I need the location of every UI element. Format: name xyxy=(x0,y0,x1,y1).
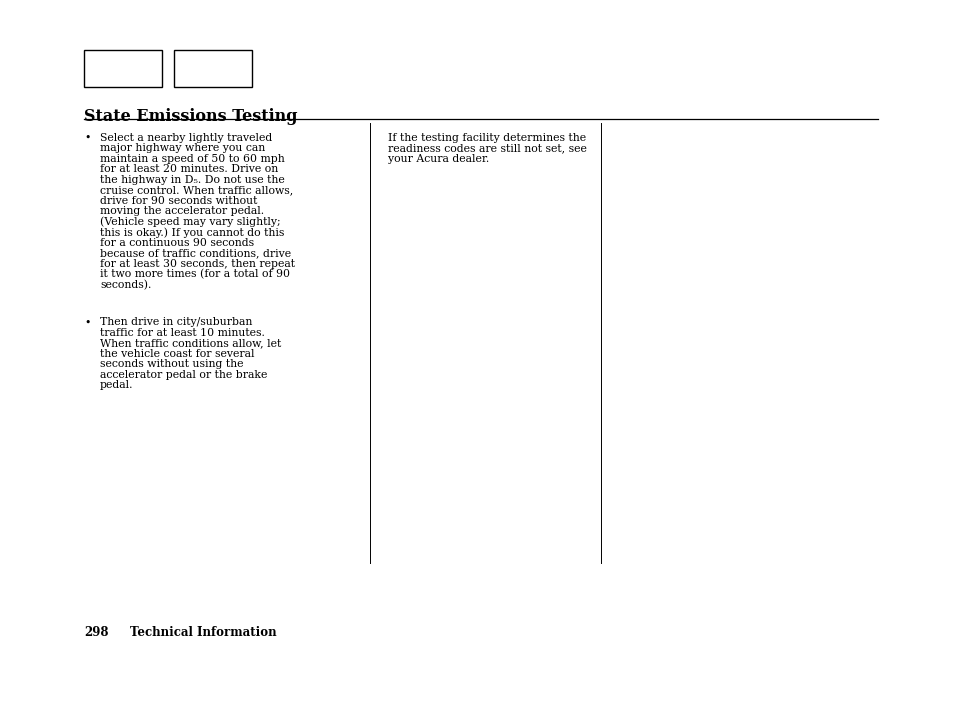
Text: 298: 298 xyxy=(84,626,109,639)
Text: Technical Information: Technical Information xyxy=(130,626,276,639)
Text: because of traffic conditions, drive: because of traffic conditions, drive xyxy=(100,248,291,258)
Bar xyxy=(84,50,162,87)
Bar xyxy=(173,50,252,87)
Text: cruise control. When traffic allows,: cruise control. When traffic allows, xyxy=(100,185,294,195)
Text: for at least 30 seconds, then repeat: for at least 30 seconds, then repeat xyxy=(100,259,294,269)
Text: accelerator pedal or the brake: accelerator pedal or the brake xyxy=(100,370,267,380)
Text: drive for 90 seconds without: drive for 90 seconds without xyxy=(100,196,257,206)
Text: for at least 20 minutes. Drive on: for at least 20 minutes. Drive on xyxy=(100,164,278,174)
Text: seconds without using the: seconds without using the xyxy=(100,359,243,369)
Text: •: • xyxy=(84,133,91,143)
Text: it two more times (for a total of 90: it two more times (for a total of 90 xyxy=(100,269,290,280)
Text: seconds).: seconds). xyxy=(100,280,152,290)
Text: moving the accelerator pedal.: moving the accelerator pedal. xyxy=(100,207,264,217)
Text: Select a nearby lightly traveled: Select a nearby lightly traveled xyxy=(100,133,273,143)
Text: When traffic conditions allow, let: When traffic conditions allow, let xyxy=(100,339,281,349)
Text: your Acura dealer.: your Acura dealer. xyxy=(388,154,489,164)
Text: the vehicle coast for several: the vehicle coast for several xyxy=(100,349,254,359)
Text: the highway in D₅. Do not use the: the highway in D₅. Do not use the xyxy=(100,175,285,185)
Text: for a continuous 90 seconds: for a continuous 90 seconds xyxy=(100,238,254,248)
Text: this is okay.) If you cannot do this: this is okay.) If you cannot do this xyxy=(100,227,284,238)
Text: traffic for at least 10 minutes.: traffic for at least 10 minutes. xyxy=(100,328,265,338)
Text: •: • xyxy=(84,317,91,327)
Text: pedal.: pedal. xyxy=(100,381,133,390)
Text: State Emissions Testing: State Emissions Testing xyxy=(84,108,297,125)
Text: maintain a speed of 50 to 60 mph: maintain a speed of 50 to 60 mph xyxy=(100,154,285,164)
Text: (Vehicle speed may vary slightly;: (Vehicle speed may vary slightly; xyxy=(100,217,280,227)
Text: If the testing facility determines the: If the testing facility determines the xyxy=(388,133,586,143)
Text: Then drive in city/suburban: Then drive in city/suburban xyxy=(100,317,253,327)
Text: readiness codes are still not set, see: readiness codes are still not set, see xyxy=(388,143,586,153)
Text: major highway where you can: major highway where you can xyxy=(100,143,265,153)
